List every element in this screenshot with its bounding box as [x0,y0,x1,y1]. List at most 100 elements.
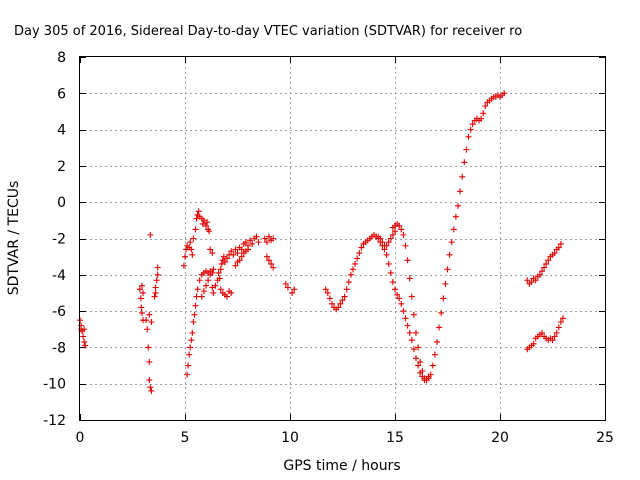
x-tick-label: 10 [281,430,299,446]
data-point [154,271,161,278]
data-point [553,329,560,336]
data-point [138,282,145,289]
data-point [184,371,191,378]
data-point [501,90,508,97]
data-point [140,289,146,296]
data-point [266,257,272,264]
data-point [145,344,152,351]
data-point [446,251,453,258]
data-point [541,264,548,271]
data-point [245,246,251,253]
x-tick-labels: 0 5 10 15 20 25 [76,430,614,446]
y-tick-label: 2 [57,159,66,175]
data-point [232,246,239,253]
data-point [467,126,474,133]
y-tick-label: 8 [57,50,66,66]
data-point [136,286,143,293]
data-point [404,257,411,264]
data-point [284,284,291,291]
data-point [224,293,230,300]
data-point [400,308,407,315]
data-point [217,266,224,273]
data-point [461,159,468,166]
data-point [216,275,223,282]
data-point [154,264,161,271]
data-point [555,324,562,331]
y-tick-label: -4 [52,268,66,284]
data-point [189,329,196,336]
data-point [381,242,388,249]
data-point [193,215,200,222]
data-point [188,337,195,344]
data-point [560,315,566,322]
data-point [545,257,552,264]
y-axis-label: SDTVAR / TECUs [6,181,22,296]
data-point [442,280,449,287]
data-point [203,282,209,289]
data-point [356,250,363,257]
data-point [183,246,190,253]
data-point [200,288,207,295]
data-point [408,293,415,300]
data-point [396,222,403,229]
data-point [209,250,216,257]
data-point [532,277,539,284]
data-point [253,233,260,240]
data-point [385,239,392,246]
data-point [138,304,145,311]
data-point [187,239,194,246]
data-point [394,291,401,298]
data-point [536,271,543,278]
chart-title: Day 305 of 2016, Sidereal Day-to-day VTE… [14,24,522,39]
data-point [410,346,417,353]
y-tick-labels: -12 -10 -8 -6 -4 -2 0 2 4 6 8 [43,50,66,429]
data-point [347,271,354,278]
data-point [415,344,422,351]
data-point [81,338,88,345]
data-point [436,324,443,331]
data-point [341,293,348,300]
data-point [242,239,249,246]
data-point [457,188,464,195]
data-point [238,246,245,253]
data-point [249,240,256,247]
axis-ticks [80,57,606,421]
data-point [190,318,197,325]
y-tick-label: 0 [57,195,66,211]
data-point [329,300,335,307]
data-point [234,250,241,257]
data-point [209,284,216,291]
data-point [398,226,405,233]
data-point [224,255,230,262]
data-point [419,367,426,374]
grid-lines [80,57,605,420]
data-point [448,239,455,246]
data-point [199,220,206,227]
data-point [406,275,413,282]
data-point [236,257,243,264]
data-point [543,260,550,267]
data-point [385,260,392,267]
data-point [198,293,205,300]
data-point [557,318,564,325]
data-point [192,226,199,233]
data-point [143,317,150,324]
data-point [387,235,394,242]
data-point [404,322,411,329]
data-point [147,384,154,391]
data-point [221,259,228,266]
data-point [429,362,436,369]
data-point [255,239,262,246]
data-point [350,266,356,273]
x-tick-label: 5 [181,430,190,446]
data-point [247,237,254,244]
data-point [191,311,198,318]
data-point [82,342,89,349]
data-point [261,235,268,242]
data-point [324,289,331,296]
data-point [217,286,224,293]
data-point [463,146,470,153]
data-point [326,295,333,302]
data-point [220,253,227,260]
